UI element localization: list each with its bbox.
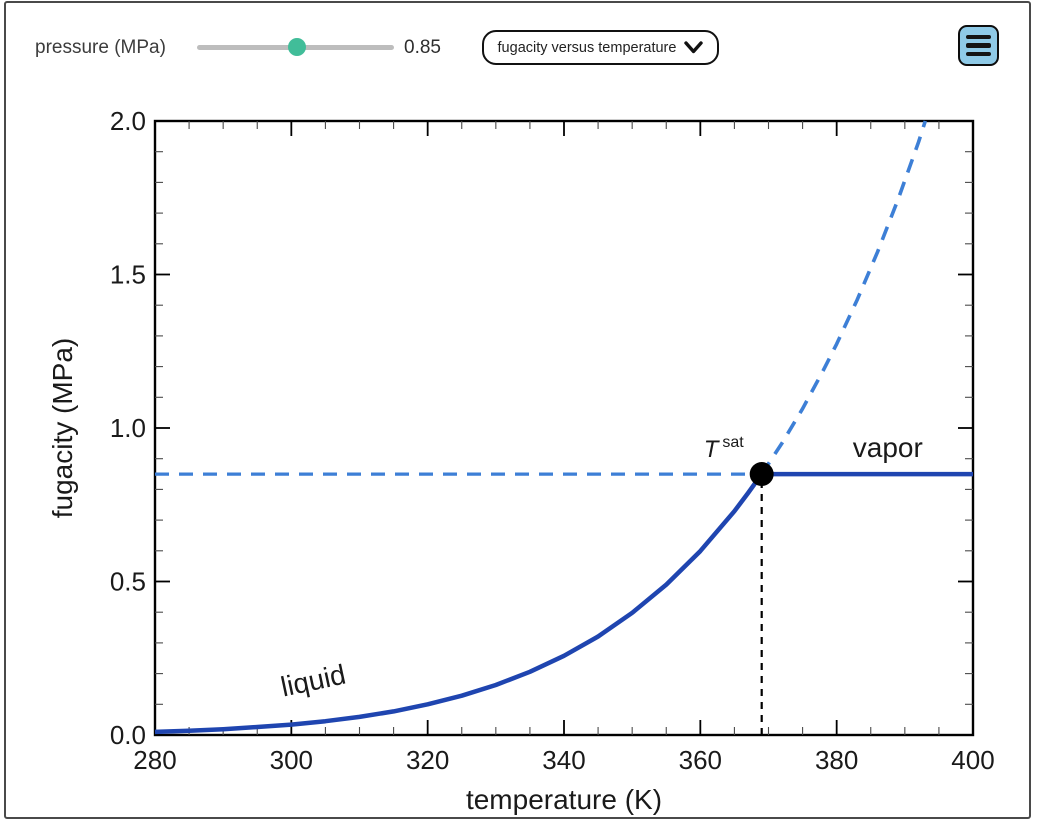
- liquid-curve: [154, 472, 764, 735]
- pressure-value: 0.85: [404, 37, 441, 58]
- chevron-down-icon: [684, 41, 704, 54]
- x-tick-label: 320: [406, 745, 449, 775]
- y-tick-label: 2.0: [110, 106, 146, 136]
- y-tick-label: 1.5: [110, 260, 146, 290]
- x-tick-label: 360: [679, 745, 722, 775]
- x-tick-label: 380: [815, 745, 858, 775]
- hamburger-bar: [966, 51, 991, 57]
- app-window: pressure (MPa) 0.85 fugacity versus temp…: [4, 1, 1031, 819]
- y-tick-label: 1.0: [110, 413, 146, 443]
- x-tick-label: 280: [133, 745, 176, 775]
- vapor-label: vapor: [853, 432, 923, 463]
- control-bar: pressure (MPa) 0.85 fugacity versus temp…: [6, 3, 1029, 83]
- pressure-slider-label: pressure (MPa): [35, 37, 166, 58]
- x-tick-label: 400: [951, 745, 994, 775]
- liquid-label: liquid: [278, 659, 348, 703]
- x-tick-label: 300: [270, 745, 313, 775]
- x-tick-label: 340: [542, 745, 585, 775]
- y-axis-label: fugacity (MPa): [47, 338, 78, 519]
- fugacity-temperature-chart: 280 300 320 340 360 380 400 0.0 0.5 1.0 1.5 2.0 temp…: [47, 106, 995, 815]
- pressure-slider[interactable]: [197, 38, 394, 56]
- hamburger-bar: [966, 34, 991, 40]
- saturation-point-marker: [749, 462, 774, 487]
- hamburger-bar: [966, 43, 991, 48]
- y-tick-label: 0.5: [110, 567, 146, 597]
- x-axis-label: temperature (K): [466, 784, 662, 815]
- plot-type-dropdown[interactable]: fugacity versus temperature: [482, 30, 719, 65]
- pressure-slider-handle[interactable]: [288, 38, 306, 56]
- hamburger-menu-button[interactable]: [958, 25, 999, 66]
- superheated-liquid-extension-dashed: [760, 120, 928, 476]
- y-tick-label: 0.0: [110, 720, 146, 750]
- plot-frame: [153, 119, 975, 737]
- plot-type-dropdown-value: fugacity versus temperature: [497, 39, 677, 56]
